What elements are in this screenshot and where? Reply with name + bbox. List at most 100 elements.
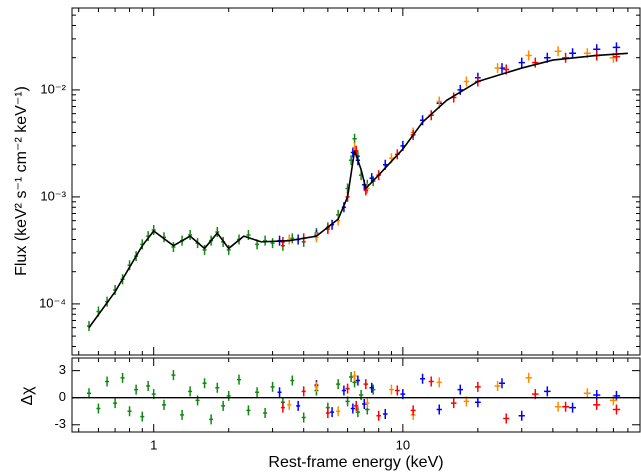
- data-point: [127, 406, 132, 417]
- data-point: [277, 387, 282, 398]
- data-point: [171, 242, 176, 253]
- data-point: [420, 373, 426, 384]
- data-point: [209, 414, 214, 425]
- data-point: [494, 380, 501, 391]
- data-point: [474, 381, 481, 392]
- data-point: [428, 376, 434, 387]
- data-point: [113, 398, 118, 409]
- data-point: [195, 395, 200, 406]
- data-point: [554, 401, 562, 412]
- data-point: [474, 397, 481, 408]
- x-axis-label: Rest-frame energy (keV): [268, 454, 443, 471]
- data-point: [314, 232, 319, 243]
- data-point: [237, 374, 242, 385]
- data-point: [140, 411, 145, 422]
- data-point: [363, 379, 368, 390]
- data-point: [525, 50, 532, 61]
- data-point: [365, 398, 370, 409]
- data-point: [270, 381, 275, 392]
- data-point: [569, 48, 577, 59]
- data-point: [202, 244, 207, 255]
- data-point: [369, 382, 374, 393]
- data-point: [352, 371, 357, 382]
- data-point: [134, 384, 139, 395]
- data-point: [188, 386, 193, 397]
- data-point: [263, 235, 268, 246]
- model-line: [88, 52, 628, 329]
- data-point: [120, 372, 125, 383]
- data-point: [336, 379, 341, 390]
- data-point: [532, 57, 539, 68]
- data-point: [457, 84, 464, 95]
- data-point: [345, 383, 350, 394]
- data-point: [188, 230, 193, 241]
- y-tick-label: 10⁻²: [40, 81, 66, 96]
- data-point: [355, 375, 361, 386]
- data-point: [494, 63, 501, 74]
- y-axis-label: Flux (keV² s⁻¹ cm⁻² keV⁻¹): [13, 86, 30, 276]
- data-point: [394, 385, 400, 396]
- data-point: [87, 388, 92, 399]
- data-point: [544, 386, 551, 397]
- data-point: [105, 376, 110, 387]
- data-point: [325, 408, 330, 419]
- data-point: [352, 133, 357, 144]
- data-point: [362, 399, 367, 410]
- residual-frame: [71, 357, 641, 433]
- data-point: [410, 405, 416, 416]
- data-point: [171, 370, 176, 381]
- data-point: [518, 410, 525, 421]
- data-point: [376, 410, 381, 421]
- data-point: [382, 408, 388, 419]
- data-point: [330, 407, 335, 418]
- main-frame: [71, 7, 641, 356]
- x-tick-label: 1: [150, 437, 157, 452]
- data-point: [270, 238, 275, 249]
- data-point: [554, 46, 562, 57]
- data-point: [518, 57, 525, 68]
- data-point: [146, 380, 151, 391]
- data-point: [436, 377, 442, 388]
- data-point: [358, 390, 364, 400]
- data-point: [593, 390, 601, 400]
- data-point: [569, 402, 577, 413]
- data-point: [583, 388, 591, 399]
- data-point: [389, 384, 394, 395]
- data-point: [525, 372, 532, 383]
- data-point: [202, 378, 207, 389]
- data-point: [336, 406, 341, 417]
- data-point: [263, 408, 268, 419]
- x-tick-label: 10: [396, 437, 410, 452]
- data-point: [215, 382, 220, 393]
- data-point: [562, 401, 569, 412]
- data-point: [349, 371, 354, 382]
- data-point: [341, 385, 346, 396]
- y-tick-label: 10⁻⁴: [39, 295, 66, 310]
- y-tick-label: 10⁻³: [40, 188, 66, 203]
- y-tick-label: 0: [59, 389, 66, 404]
- data-point: [612, 404, 621, 415]
- data-point: [226, 390, 231, 401]
- data-point: [296, 400, 301, 411]
- data-point: [612, 51, 621, 62]
- data-point: [226, 244, 231, 255]
- data-point: [280, 236, 285, 247]
- data-point: [498, 378, 506, 389]
- data-point: [287, 234, 292, 245]
- data-point: [354, 400, 359, 411]
- data-point: [290, 375, 295, 386]
- data-point: [280, 402, 285, 413]
- data-point: [314, 381, 319, 392]
- data-point: [180, 409, 185, 420]
- data-point: [436, 96, 442, 107]
- data-point: [221, 400, 226, 411]
- data-point: [355, 407, 361, 418]
- data-point: [96, 403, 101, 414]
- data-point: [350, 403, 355, 414]
- data-point: [503, 413, 510, 424]
- data-point: [290, 233, 295, 244]
- data-point: [612, 42, 621, 53]
- data-point: [436, 404, 442, 415]
- y-tick-label: -3: [54, 416, 66, 431]
- data-point: [450, 398, 457, 409]
